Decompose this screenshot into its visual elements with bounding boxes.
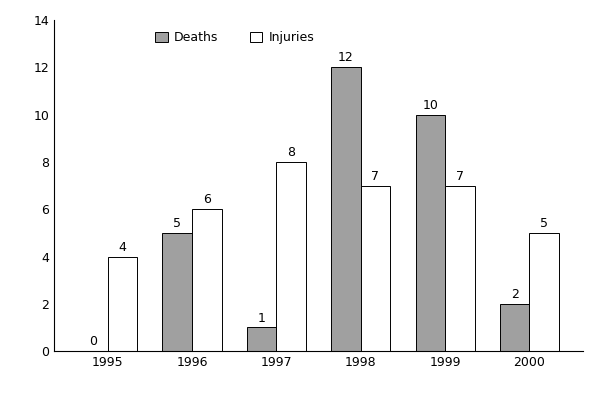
Text: 7: 7: [371, 170, 379, 183]
Bar: [445, 186, 475, 351]
Bar: [276, 162, 306, 351]
Text: 2: 2: [511, 288, 519, 301]
Text: 12: 12: [338, 51, 354, 64]
Bar: [247, 328, 276, 351]
Bar: [108, 257, 137, 351]
Bar: [361, 186, 390, 351]
Text: 7: 7: [456, 170, 464, 183]
Bar: [529, 233, 559, 351]
Text: 4: 4: [118, 241, 126, 254]
Text: 1: 1: [258, 312, 266, 325]
Bar: [162, 233, 192, 351]
Text: 10: 10: [423, 99, 438, 112]
Bar: [331, 67, 361, 351]
Bar: [500, 304, 529, 351]
Text: 6: 6: [203, 194, 211, 206]
Legend: Deaths, Injuries: Deaths, Injuries: [150, 26, 319, 49]
Text: 5: 5: [173, 217, 182, 230]
Text: 5: 5: [540, 217, 548, 230]
Bar: [192, 209, 222, 351]
Text: 8: 8: [287, 146, 295, 159]
Text: 0: 0: [89, 335, 97, 348]
Bar: [415, 115, 445, 351]
